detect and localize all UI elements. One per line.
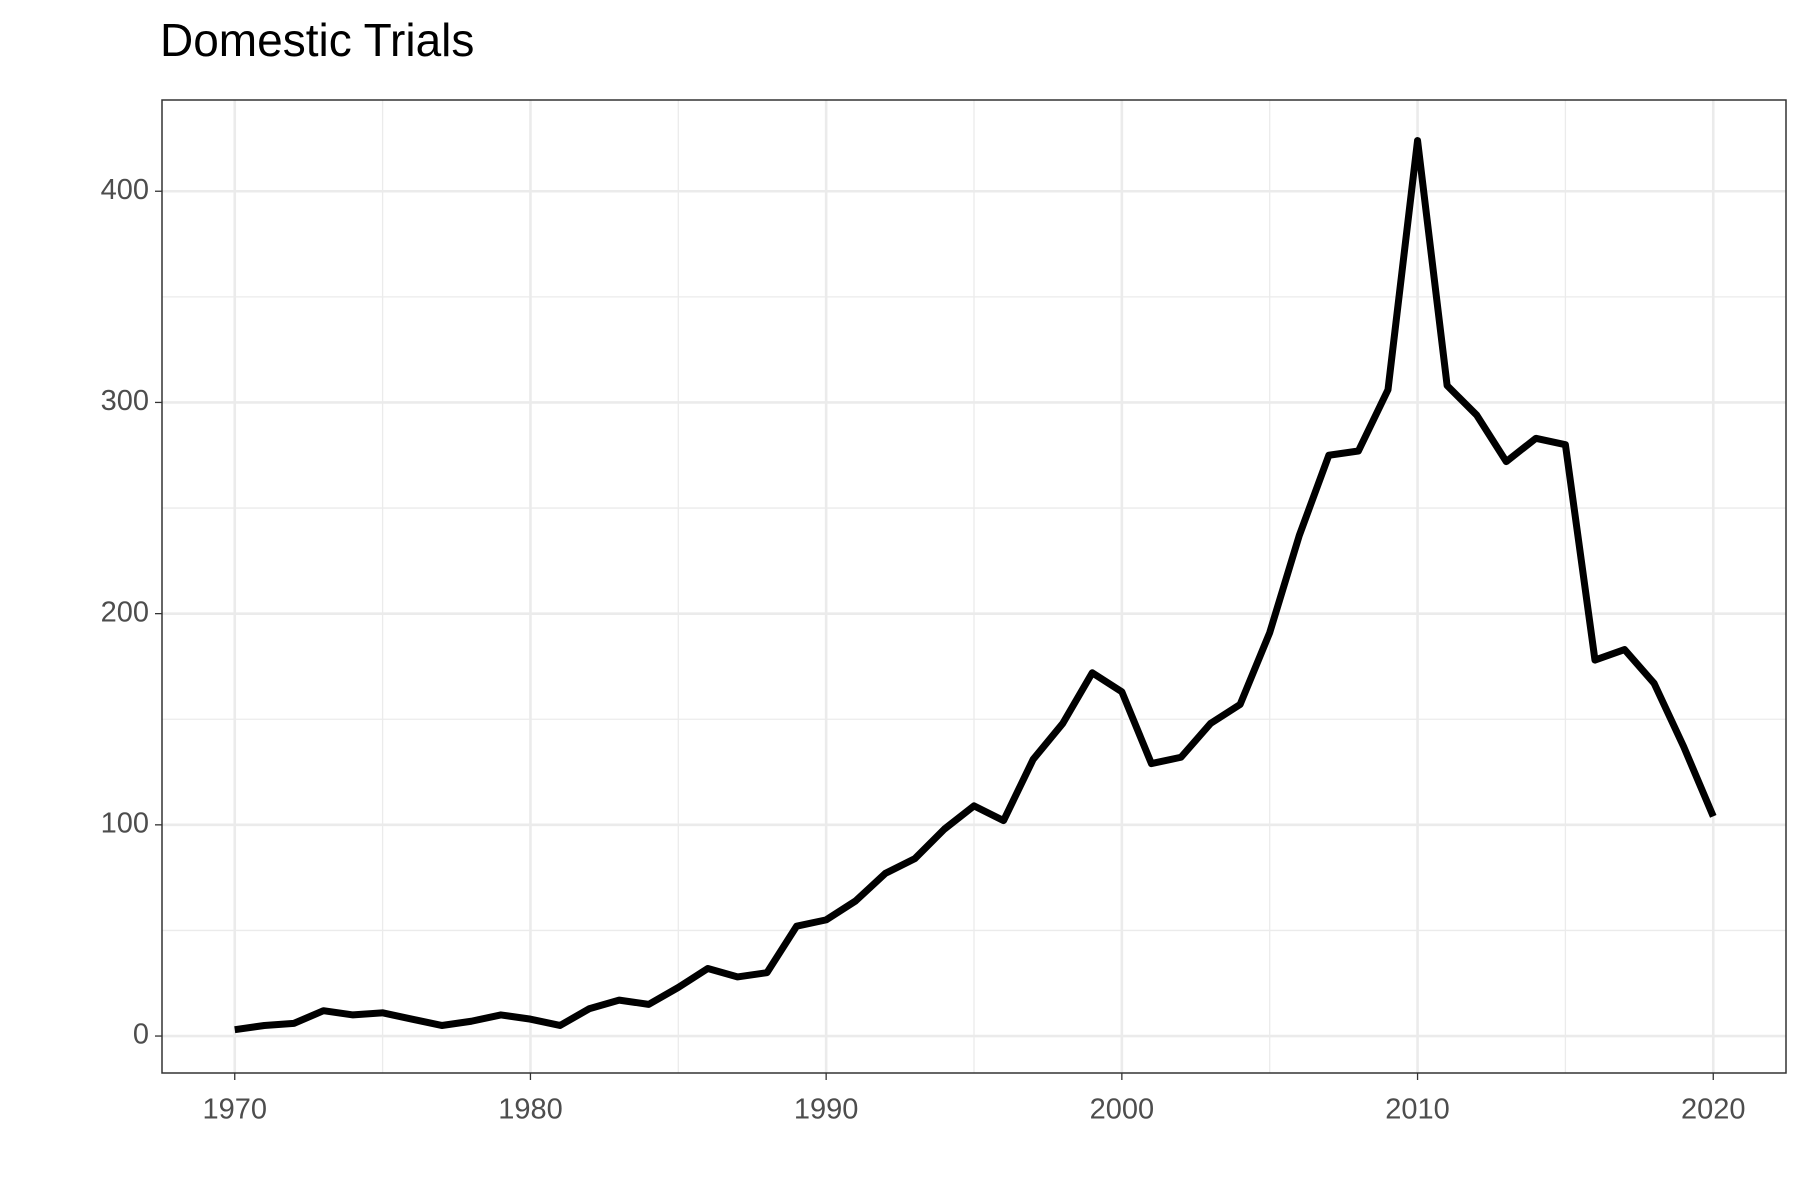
y-tick-label: 400 <box>101 174 149 206</box>
y-tick-label: 0 <box>133 1019 149 1051</box>
x-tick-label: 1980 <box>498 1094 563 1126</box>
panel-border <box>161 99 1787 1074</box>
y-tick-label: 100 <box>101 807 149 839</box>
y-tick-label: 300 <box>101 385 149 417</box>
y-tick-label: 200 <box>101 596 149 628</box>
x-tick-label: 2010 <box>1385 1094 1450 1126</box>
x-tick-label: 2000 <box>1090 1094 1155 1126</box>
x-tick-label: 1970 <box>202 1094 267 1126</box>
x-tick-label: 2020 <box>1681 1094 1746 1126</box>
data-line <box>234 137 1717 1034</box>
chart-title: Domestic Trials <box>160 14 474 66</box>
x-tick-label: 1990 <box>794 1094 859 1126</box>
